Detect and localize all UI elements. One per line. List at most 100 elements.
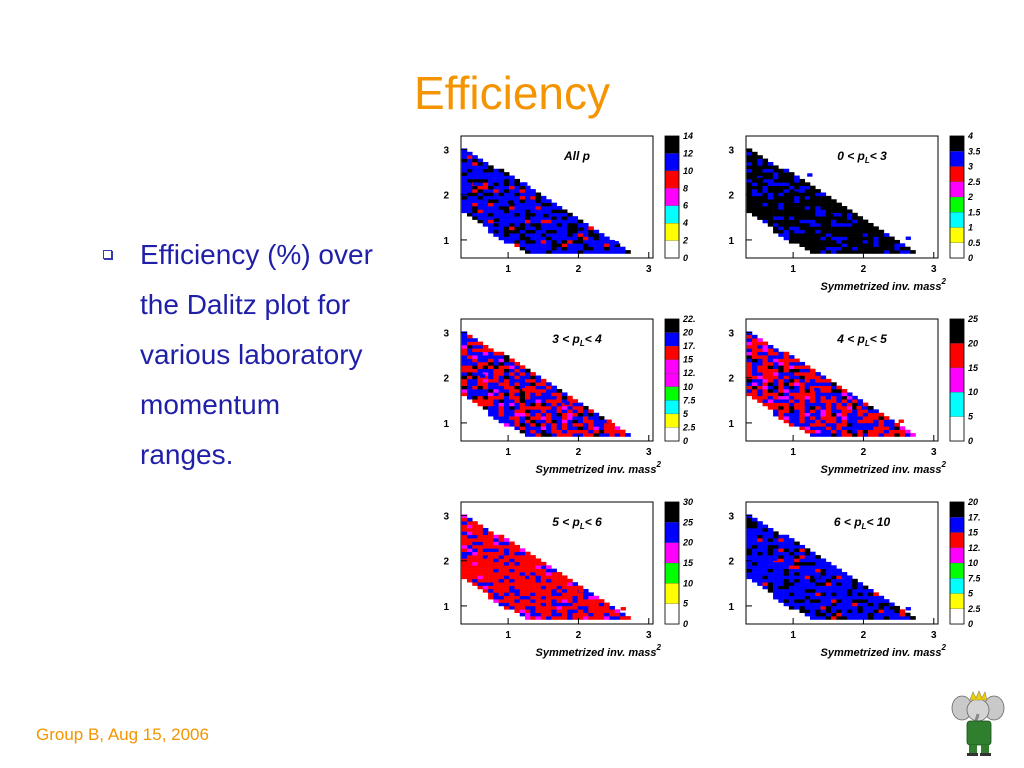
heatmap-cell bbox=[514, 544, 521, 549]
heatmap-cell bbox=[820, 616, 827, 620]
heatmap-cell bbox=[762, 531, 769, 536]
heatmap-cell bbox=[794, 233, 800, 237]
heatmap-cell bbox=[509, 585, 515, 590]
heatmap-cell bbox=[488, 202, 494, 207]
heatmap-cell bbox=[466, 365, 473, 369]
heatmap-cell bbox=[577, 222, 584, 227]
heatmap-cell bbox=[540, 385, 547, 390]
heatmap-cell bbox=[514, 426, 521, 430]
heatmap-cell bbox=[488, 199, 494, 203]
heatmap-cell bbox=[583, 592, 589, 597]
heatmap-cell bbox=[482, 365, 489, 369]
heatmap-cell bbox=[519, 229, 526, 234]
heatmap-cell bbox=[498, 544, 505, 549]
heatmap-cell bbox=[825, 199, 832, 203]
heatmap-cell bbox=[583, 433, 589, 437]
heatmap-cell bbox=[530, 422, 536, 427]
heatmap-cell bbox=[751, 158, 758, 163]
heatmap-cell bbox=[525, 206, 531, 210]
heatmap-cell bbox=[482, 185, 489, 190]
heatmap-cell bbox=[831, 419, 837, 424]
heatmap-cell bbox=[788, 368, 795, 373]
heatmap-cell bbox=[799, 609, 806, 613]
color-scale-label: 10 bbox=[683, 382, 693, 392]
heatmap-cell bbox=[466, 541, 473, 546]
color-scale-segment bbox=[949, 166, 965, 183]
heatmap-cell bbox=[530, 616, 536, 620]
heatmap-cell bbox=[519, 236, 526, 241]
heatmap-cell bbox=[477, 351, 484, 356]
heatmap-cell bbox=[810, 419, 816, 424]
heatmap-cell bbox=[503, 412, 510, 417]
heatmap-cell bbox=[514, 561, 521, 566]
heatmap-cell bbox=[794, 605, 800, 610]
heatmap-cell bbox=[757, 165, 763, 170]
heatmap-cell bbox=[810, 433, 816, 437]
heatmap-cell bbox=[493, 199, 499, 203]
heatmap-cell bbox=[477, 385, 484, 390]
heatmap-cell bbox=[472, 189, 478, 193]
heatmap-cell bbox=[588, 409, 594, 414]
heatmap-cell bbox=[498, 209, 505, 214]
x-tick-label: 3 bbox=[646, 630, 652, 641]
heatmap-cell bbox=[583, 588, 589, 593]
heatmap-cell bbox=[825, 612, 832, 617]
heatmap-cell bbox=[899, 433, 906, 437]
heatmap-cell bbox=[773, 355, 779, 359]
x-axis-title: Symmetrized inv. mass2 bbox=[820, 643, 946, 659]
heatmap-cell bbox=[546, 233, 552, 237]
heatmap-cell bbox=[525, 239, 531, 244]
color-scale-label: 25 bbox=[682, 517, 694, 527]
heatmap-cell bbox=[577, 605, 584, 610]
color-scale-segment bbox=[949, 242, 965, 259]
heatmap-cell bbox=[836, 389, 842, 393]
heatmap-cell bbox=[561, 595, 568, 600]
heatmap-cell bbox=[751, 341, 758, 346]
heatmap-cell bbox=[762, 158, 769, 163]
heatmap-cell bbox=[598, 602, 605, 607]
heatmap-cell bbox=[820, 229, 827, 234]
heatmap-cell bbox=[535, 612, 542, 617]
heatmap-cell bbox=[472, 548, 478, 552]
y-tick-label: 1 bbox=[443, 236, 449, 247]
heatmap-cell bbox=[514, 219, 521, 224]
heatmap-cell bbox=[503, 185, 510, 190]
heatmap-cell bbox=[746, 202, 753, 207]
color-scale-label: 4 bbox=[967, 131, 973, 141]
heatmap-cell bbox=[846, 588, 853, 593]
heatmap-cell bbox=[540, 572, 547, 576]
heatmap-cell bbox=[773, 378, 779, 383]
heatmap-cell bbox=[762, 382, 769, 386]
heatmap-cell bbox=[535, 202, 542, 207]
heatmap-cell bbox=[788, 378, 795, 383]
heatmap-cell bbox=[794, 541, 800, 546]
heatmap-cell bbox=[868, 595, 874, 600]
heatmap-cell bbox=[567, 216, 573, 220]
heatmap-cell bbox=[831, 382, 837, 386]
heatmap-cell bbox=[488, 216, 494, 220]
heatmap-cell bbox=[509, 561, 515, 566]
heatmap-cell bbox=[525, 185, 531, 190]
heatmap-cell bbox=[540, 585, 547, 590]
heatmap-cell bbox=[588, 412, 594, 417]
heatmap-cell bbox=[535, 572, 542, 576]
heatmap-cell bbox=[836, 616, 842, 620]
heatmap-cell bbox=[556, 219, 563, 224]
heatmap-cell bbox=[488, 372, 494, 376]
heatmap-cell bbox=[757, 572, 763, 576]
heatmap-cell bbox=[482, 558, 489, 563]
heatmap-cell bbox=[530, 416, 536, 420]
heatmap-cell bbox=[773, 202, 779, 207]
heatmap-cell bbox=[778, 185, 784, 190]
heatmap-cell bbox=[561, 429, 568, 434]
heatmap-cell bbox=[852, 239, 858, 244]
heatmap-cell bbox=[815, 226, 821, 231]
heatmap-cell bbox=[488, 378, 494, 383]
heatmap-cell bbox=[841, 572, 848, 576]
heatmap-cell bbox=[846, 433, 853, 437]
heatmap-cell bbox=[804, 185, 811, 190]
heatmap-data-cell bbox=[905, 236, 911, 240]
color-scale-segment bbox=[949, 196, 965, 213]
heatmap-cell bbox=[577, 433, 584, 437]
heatmap-cell bbox=[815, 392, 821, 397]
